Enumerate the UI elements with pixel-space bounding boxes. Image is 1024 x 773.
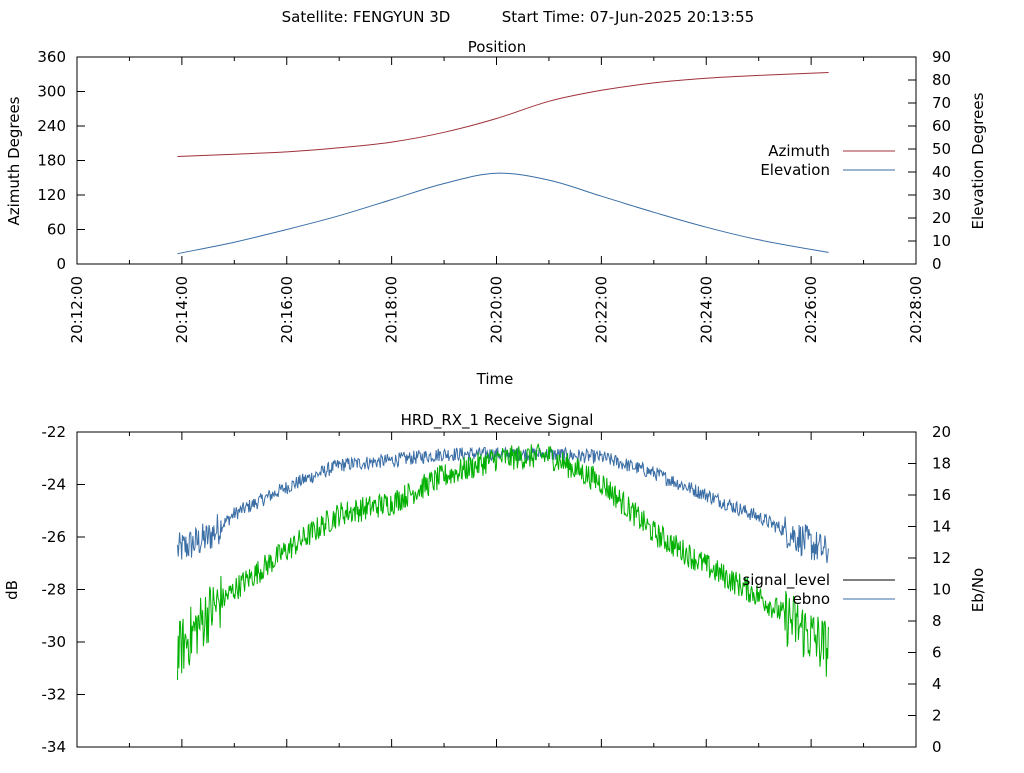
elevation-tick-label-10: 10 [932,232,951,250]
elevation-tick-label-40: 40 [932,163,951,181]
elevation-tick-label-80: 80 [932,71,951,89]
ebno-tick-label-0: 0 [932,738,942,756]
legend-azimuth-label: Azimuth [768,142,830,160]
db-tick-label-28: -28 [42,581,67,599]
azimuth-tick-label-240: 240 [37,117,66,135]
azimuth-tick-label-300: 300 [37,83,66,101]
ebno-axis-label: Eb/No [969,568,987,612]
db-axis-label: dB [3,580,21,600]
legend-ebno-label: ebno [793,590,830,608]
time-tick-label-20-28-00: 20:28:00 [907,276,925,343]
start-time-label: Start Time: 07-Jun-2025 20:13:55 [502,8,754,26]
elevation-tick-label-90: 90 [932,48,951,66]
azimuth-tick-label-360: 360 [37,48,66,66]
time-tick-label-20-18-00: 20:18:00 [383,276,401,343]
time-tick-label-20-22-00: 20:22:00 [592,276,610,343]
signal-time-axis [76,432,917,747]
ebno-tick-label-2: 2 [932,707,942,725]
ebno-tick-label-12: 12 [932,549,951,567]
position-title: Position [468,38,526,56]
db-tick-label-30: -30 [42,633,67,651]
azimuth-tick-label-180: 180 [37,152,66,170]
elevation-axis-label: Elevation Degrees [969,92,987,229]
ebno-tick-label-18: 18 [932,455,951,473]
time-tick-label-20-16-00: 20:16:00 [278,276,296,343]
ebno-tick-label-16: 16 [932,486,951,504]
azimuth-tick-label-60: 60 [47,221,66,239]
position-time-axis: 20:12:00 20:14:00 20:16:00 20:18:00 20:20:00… [68,57,925,343]
ebno-tick-label-4: 4 [932,675,942,693]
signal-left-axis: -22 -24 -26 -28 -30 -32 -34 [42,423,85,756]
position-right-axis: 0 10 20 30 40 50 60 70 80 90 [908,48,951,273]
signal-plot-area [76,431,917,748]
db-tick-label-34: -34 [42,738,67,756]
time-tick-label-20-12-00: 20:12:00 [68,276,86,343]
db-tick-label-26: -26 [42,528,67,546]
azimuth-tick-label-120: 120 [37,186,66,204]
satellite-label: Satellite: FENGYUN 3D [282,8,451,26]
ebno-tick-label-14: 14 [932,518,951,536]
elevation-tick-label-70: 70 [932,94,951,112]
elevation-tick-label-0: 0 [932,255,942,273]
ebno-tick-label-6: 6 [932,644,942,662]
azimuth-axis-label: Azimuth Degrees [5,96,23,225]
ebno-tick-label-8: 8 [932,612,942,630]
azimuth-tick-label-0: 0 [56,255,66,273]
elevation-tick-label-50: 50 [932,140,951,158]
time-tick-label-20-20-00: 20:20:00 [488,276,506,343]
time-axis-label: Time [476,370,514,388]
signal-title: HRD_RX_1 Receive Signal [401,411,594,430]
elevation-tick-label-60: 60 [932,117,951,135]
time-tick-label-20-26-00: 20:26:00 [802,276,820,343]
db-tick-label-24: -24 [42,476,67,494]
ebno-trace-line [177,446,829,564]
green-trace-line [177,443,829,681]
elevation-tick-label-30: 30 [932,186,951,204]
elevation-series-line [177,172,829,255]
legend-signal-level-label: signal_level [742,571,830,590]
signal-right-axis: 0 2 4 6 8 10 12 14 16 18 20 [908,423,951,756]
ebno-tick-label-20: 20 [932,423,951,441]
time-tick-label-20-24-00: 20:24:00 [697,276,715,343]
db-tick-label-22: -22 [42,423,67,441]
elevation-tick-label-20: 20 [932,209,951,227]
legend-elevation-label: Elevation [760,161,830,179]
position-left-axis: 0 60 120 180 240 300 360 [37,48,85,273]
time-tick-label-20-14-00: 20:14:00 [173,276,191,343]
azimuth-series-line [177,72,829,157]
db-tick-label-32: -32 [42,686,67,704]
ebno-tick-label-10: 10 [932,581,951,599]
